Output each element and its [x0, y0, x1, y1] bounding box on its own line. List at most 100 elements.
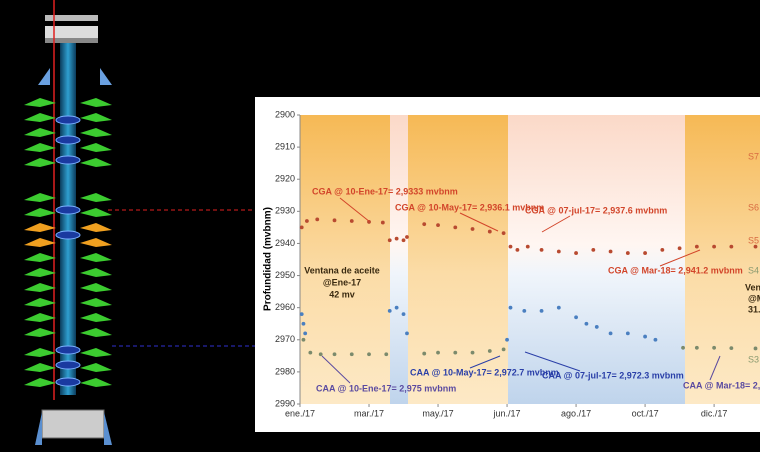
- perforation: [80, 208, 112, 217]
- arrow: [339, 197, 371, 223]
- annotation: CAA @ 07-jul-17= 2,972.3 mvbnm: [542, 370, 684, 380]
- arrow: [321, 355, 351, 384]
- point: [405, 331, 409, 336]
- point: [522, 308, 527, 313]
- perforation: [80, 238, 112, 247]
- perforation: [24, 313, 56, 322]
- point: [387, 238, 392, 243]
- point: [574, 315, 578, 320]
- point: [453, 350, 458, 355]
- point: [301, 337, 306, 342]
- annotations: CGA @ 10-Ene-17= 2,9333 mvbnm CGA @ 10-M…: [304, 186, 760, 393]
- y-tick-label: 2910: [275, 141, 295, 151]
- arrow: [459, 212, 499, 232]
- point: [299, 312, 304, 316]
- annotation: CGA @ 07-jul-17= 2,937.6 mvbnm: [525, 205, 667, 215]
- point: [332, 218, 337, 223]
- perforation: [24, 128, 56, 137]
- annotation: @Ene-17: [323, 277, 361, 287]
- wellhead: [45, 15, 98, 21]
- point: [470, 227, 475, 231]
- arrow: [709, 355, 721, 381]
- annotation: CAA @ 10-May-17= 2,972.7 mvbnm: [410, 367, 559, 377]
- point: [584, 321, 589, 326]
- perforation: [80, 313, 112, 322]
- y-tick-label: 2950: [275, 270, 295, 280]
- window-band: [408, 115, 508, 404]
- point: [574, 251, 578, 255]
- annotation: CGA @ Mar-18= 2,941.2 mvbnm: [608, 265, 743, 275]
- annotation: CAA @ Mar-18= 2,9: [683, 380, 760, 390]
- arrow: [541, 215, 571, 233]
- x-tick-label: dic./17: [701, 408, 728, 418]
- point: [436, 350, 440, 355]
- wellhead: [45, 38, 98, 43]
- annotation: Ventana d: [745, 282, 760, 292]
- point: [394, 236, 399, 241]
- point: [556, 249, 561, 254]
- x-tick-label: jun./17: [493, 408, 521, 418]
- point: [303, 331, 308, 336]
- perforation: [80, 268, 112, 277]
- y-tick-label: 2960: [275, 302, 295, 312]
- perforation: [80, 328, 112, 337]
- perforation: [80, 378, 112, 387]
- perforation: [80, 348, 112, 357]
- perforation: [80, 253, 112, 262]
- annotation: @M: [748, 293, 760, 303]
- point: [315, 217, 320, 222]
- point: [505, 337, 509, 342]
- point: [470, 350, 475, 355]
- point: [729, 244, 734, 249]
- annotation: CAA @ 10-Ene-17= 2,975 mvbnm: [316, 383, 456, 393]
- point: [349, 352, 354, 357]
- point: [556, 305, 561, 310]
- point: [387, 308, 392, 313]
- point: [525, 244, 530, 249]
- point: [677, 246, 682, 251]
- point: [594, 325, 599, 329]
- y-tick-label: 2980: [275, 366, 295, 376]
- layer-label: S7: [748, 151, 759, 161]
- packer: [55, 345, 81, 355]
- point: [308, 350, 313, 355]
- arrows: [321, 197, 721, 384]
- point: [401, 312, 406, 316]
- perforation: [80, 223, 112, 232]
- layer-labels: S7 S6 S5 S4 S3: [748, 151, 759, 364]
- arrow: [469, 355, 501, 369]
- window-band: [300, 115, 390, 404]
- bottom-plug: [35, 412, 42, 445]
- arrow: [524, 351, 581, 372]
- perforation: [24, 253, 56, 262]
- point: [299, 225, 304, 230]
- packer: [55, 205, 81, 215]
- point: [422, 351, 427, 356]
- point: [487, 349, 492, 353]
- x-tick-label: ago./17: [561, 408, 591, 418]
- point: [318, 352, 323, 357]
- perforation: [24, 238, 56, 247]
- point: [653, 337, 658, 342]
- point: [539, 308, 544, 313]
- y-tick-label: 2940: [275, 238, 295, 248]
- x-tick-label: mar./17: [354, 408, 384, 418]
- window-band: [685, 115, 760, 404]
- point: [660, 247, 665, 252]
- perforation: [24, 363, 56, 372]
- perforation: [24, 268, 56, 277]
- point: [591, 247, 596, 252]
- point: [436, 223, 440, 228]
- perforation: [80, 283, 112, 292]
- point: [453, 225, 458, 230]
- perforation: [24, 193, 56, 202]
- point: [508, 244, 513, 249]
- layer-label: S3: [748, 354, 759, 364]
- perforation: [24, 143, 56, 152]
- perforation: [80, 158, 112, 167]
- point: [515, 247, 520, 252]
- point: [422, 222, 427, 227]
- perforation: [80, 193, 112, 202]
- point: [380, 220, 385, 225]
- wellhead: [45, 26, 98, 38]
